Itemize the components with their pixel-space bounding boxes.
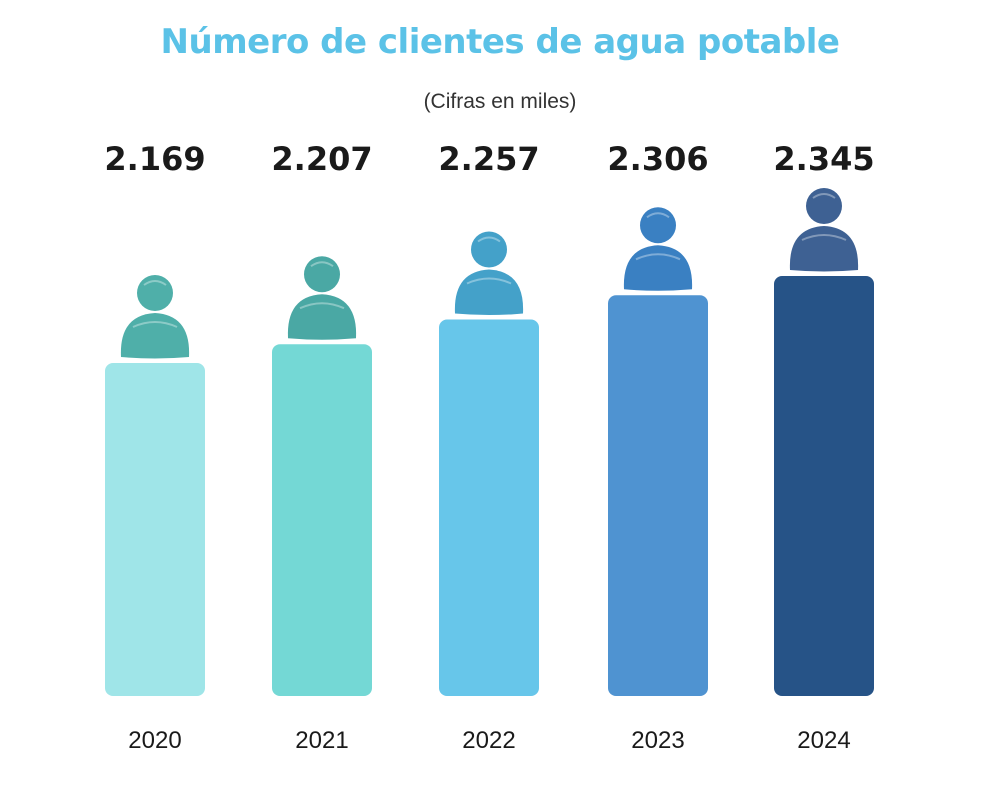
bar-group-2021: 2.207 2021 — [271, 140, 372, 754]
bar-2023 — [608, 295, 708, 696]
person-icon — [789, 188, 859, 272]
chart-subtitle: (Cifras en miles) — [423, 90, 577, 113]
bar-group-2022: 2.257 2022 — [438, 140, 539, 754]
value-label-2021: 2.207 — [271, 140, 372, 178]
value-label-2023: 2.306 — [607, 140, 708, 178]
bar-2020 — [105, 363, 205, 696]
person-icon — [287, 256, 357, 340]
category-label-2020: 2020 — [128, 727, 181, 754]
bar-group-2020: 2.169 2020 — [104, 140, 205, 754]
bar-group-2023: 2.306 2023 — [607, 140, 708, 754]
category-label-2024: 2024 — [797, 727, 850, 754]
person-icon — [623, 207, 693, 291]
category-label-2021: 2021 — [295, 727, 348, 754]
bar-2022 — [439, 319, 539, 696]
category-label-2023: 2023 — [631, 727, 684, 754]
bar-group-2024: 2.345 2024 — [773, 140, 874, 754]
value-label-2024: 2.345 — [773, 140, 874, 178]
bar-2024 — [774, 276, 874, 696]
category-label-2022: 2022 — [462, 727, 515, 754]
person-icon — [454, 231, 524, 315]
value-label-2020: 2.169 — [104, 140, 205, 178]
chart-title: Número de clientes de agua potable — [160, 22, 840, 62]
person-icon — [120, 275, 190, 359]
value-label-2022: 2.257 — [438, 140, 539, 178]
bar-2021 — [272, 344, 372, 696]
